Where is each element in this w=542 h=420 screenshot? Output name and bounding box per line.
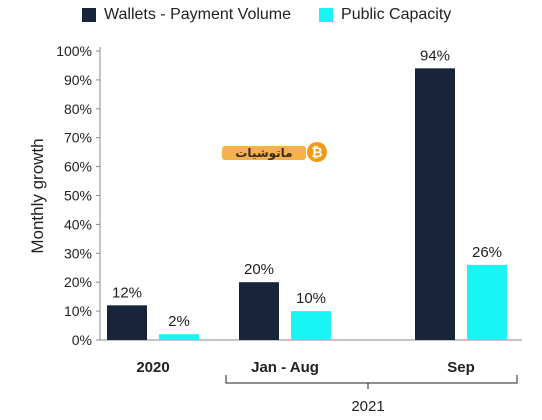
group-label: 2021: [351, 398, 384, 415]
y-tick-label: 30%: [64, 245, 92, 261]
y-tick-label: 40%: [64, 216, 92, 232]
data-label: 12%: [112, 284, 142, 301]
y-tick-label: 20%: [64, 274, 92, 290]
bar-capacity: [159, 334, 199, 340]
svg-text:₿: ₿: [311, 145, 322, 161]
y-tick-label: 100%: [56, 43, 92, 59]
bar-wallets: [239, 282, 279, 340]
y-tick-label: 50%: [64, 188, 92, 204]
y-tick-label: 80%: [64, 101, 92, 117]
x-tick-label: 2020: [136, 359, 169, 376]
legend-swatch-capacity: [319, 8, 334, 22]
data-label: 26%: [472, 244, 502, 261]
bar-wallets: [415, 68, 455, 340]
group-bracket: [225, 375, 518, 384]
legend-label-wallets: Wallets - Payment Volume: [104, 6, 292, 23]
bar-capacity: [467, 264, 507, 340]
svg-text:ماتوشيات: ماتوشيات: [235, 146, 292, 161]
bar-capacity: [291, 311, 331, 340]
y-tick-label: 70%: [64, 130, 92, 146]
legend-item-wallets: Wallets - Payment Volume: [82, 6, 291, 24]
y-tick-label: 10%: [64, 303, 92, 319]
y-tick-label: 90%: [64, 72, 92, 88]
y-axis-title: Monthly growth: [28, 138, 47, 253]
legend: Wallets - Payment Volume Public Capacity: [82, 6, 451, 24]
data-label: 2%: [168, 313, 190, 330]
legend-swatch-wallets: [82, 8, 96, 22]
y-tick-label: 60%: [64, 159, 92, 175]
watermark-graphic: ماتوشيات ₿: [222, 142, 327, 162]
bar-wallets: [107, 305, 147, 340]
data-label: 10%: [296, 290, 326, 307]
x-tick-label: Jan - Aug: [251, 359, 319, 376]
legend-label-capacity: Public Capacity: [341, 6, 452, 23]
x-tick-label: Sep: [447, 359, 475, 376]
data-label: 94%: [420, 47, 450, 64]
data-label: 20%: [244, 261, 274, 278]
y-tick-label: 0%: [72, 332, 92, 348]
watermark-logo: ماتوشيات ₿: [222, 136, 328, 166]
legend-item-capacity: Public Capacity: [319, 6, 451, 24]
